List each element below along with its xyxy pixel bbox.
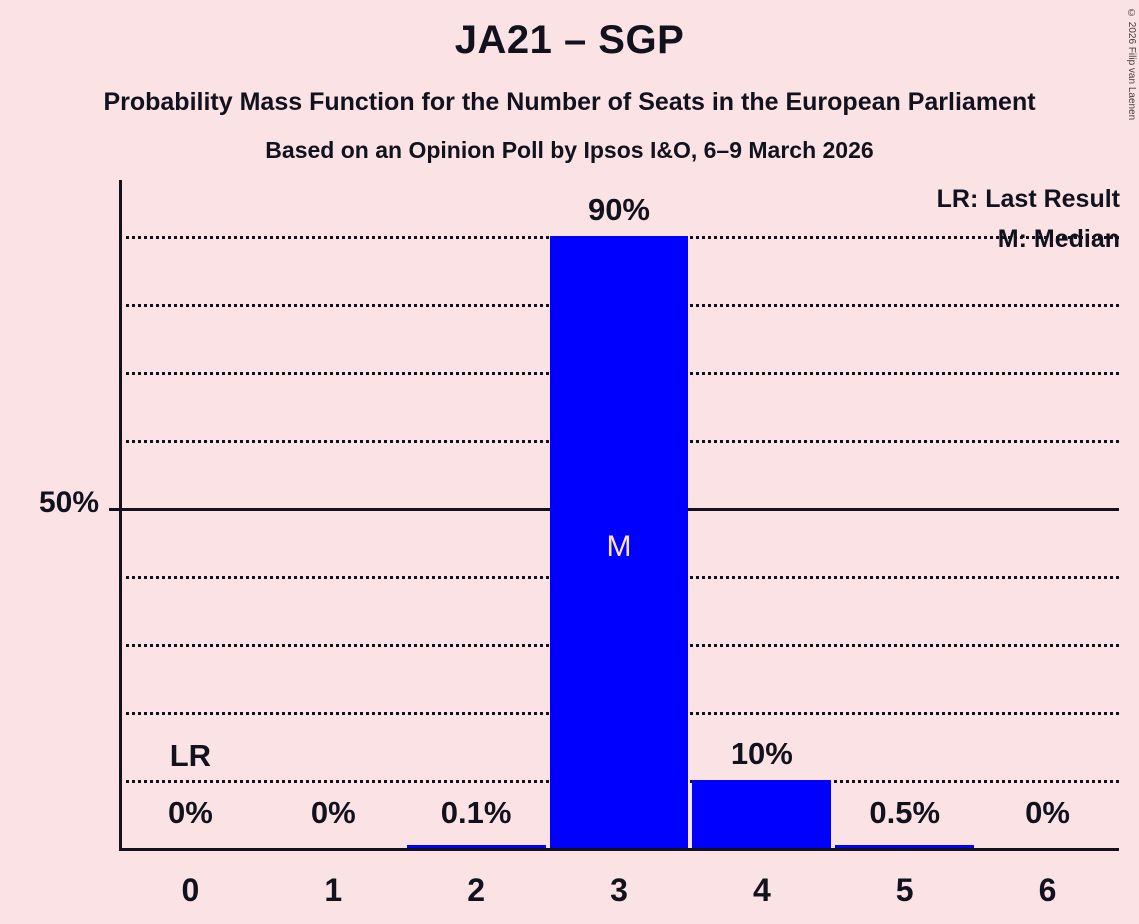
x-axis-label-4: 4 xyxy=(752,872,771,908)
legend-median: M: Median xyxy=(997,225,1120,253)
x-axis-label-5: 5 xyxy=(895,872,914,908)
y-axis-line xyxy=(119,180,122,850)
x-axis-label-1: 1 xyxy=(324,872,343,908)
x-axis-label-0: 0 xyxy=(181,872,200,908)
value-label-seat-3: 90% xyxy=(587,192,650,227)
x-axis-label-6: 6 xyxy=(1038,872,1057,908)
legend-last-result: LR: Last Result xyxy=(936,185,1120,213)
value-label-seat-4: 10% xyxy=(730,736,793,771)
value-label-seat-2: 0.1% xyxy=(440,795,512,830)
chart-subtitle-source: Based on an Opinion Poll by Ipsos I&O, 6… xyxy=(265,137,874,163)
bar-seat-3 xyxy=(549,236,689,848)
y-axis-tick-50pct xyxy=(109,508,119,511)
page-title: JA21 – SGP xyxy=(454,18,685,62)
y-axis-label-50pct: 50% xyxy=(38,486,99,519)
x-axis-label-3: 3 xyxy=(610,872,628,908)
last-result-marker: LR xyxy=(169,738,212,773)
value-label-seat-1: 0% xyxy=(310,795,356,830)
value-label-seat-5: 0.5% xyxy=(869,795,941,830)
value-label-seat-0: 0% xyxy=(168,795,213,830)
median-marker: M xyxy=(606,530,632,563)
bar-seat-4 xyxy=(692,780,832,848)
x-axis-label-2: 2 xyxy=(467,872,486,908)
bar-seat-2 xyxy=(406,845,546,848)
x-axis-line xyxy=(119,848,1119,851)
chart-subtitle-primary: Probability Mass Function for the Number… xyxy=(103,88,1036,116)
plot-area: M xyxy=(109,180,1119,851)
value-label-seat-6: 0% xyxy=(1025,795,1070,830)
bar-seat-5 xyxy=(835,844,975,848)
copyright-notice: © 2026 Filip van Laenen xyxy=(1126,8,1137,121)
